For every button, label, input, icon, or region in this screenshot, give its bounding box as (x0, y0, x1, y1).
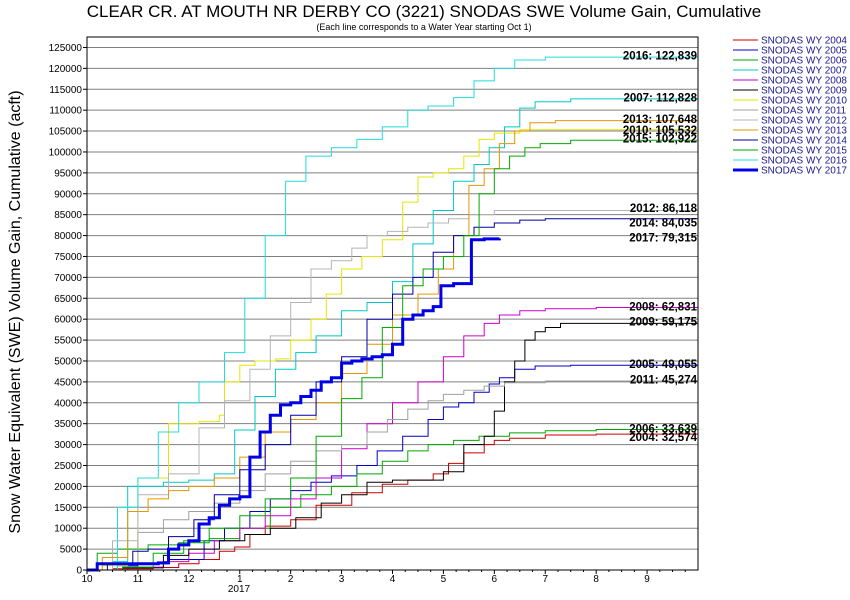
y-tick-label: 40000 (54, 398, 82, 409)
y-tick-label: 35000 (54, 419, 82, 430)
y-tick-label: 125000 (49, 43, 83, 54)
y-tick-label: 120000 (49, 64, 83, 75)
end-label: 2014: 84,035 (629, 218, 697, 230)
legend-entry: SNODAS WY 2006 (761, 56, 847, 67)
y-tick-label: 10000 (54, 524, 82, 535)
end-label: 2011: 45,274 (630, 375, 698, 387)
series-line-snodas-wy-2009 (87, 322, 699, 571)
y-tick-label: 45000 (54, 377, 82, 388)
y-tick-label: 100000 (49, 147, 83, 158)
end-label: 2008: 62,831 (629, 301, 697, 313)
y-tick-label: 95000 (54, 168, 82, 179)
x-tick-label: 9 (644, 574, 650, 585)
x-tick-label: 6 (492, 574, 498, 585)
end-label: 2012: 86,118 (630, 203, 698, 215)
end-label: 2006: 33,639 (629, 423, 697, 435)
legend-entry: SNODAS WY 2007 (761, 66, 847, 77)
x-year-label: 2017 (228, 584, 251, 595)
x-tick-label: 2 (288, 574, 294, 585)
end-label: 2010: 105,532 (623, 125, 697, 137)
y-axis-label: Snow Water Equivalent (SWE) Volume Gain,… (7, 90, 24, 533)
legend-entry: SNODAS WY 2005 (761, 46, 847, 57)
legend-entry: SNODAS WY 2013 (761, 126, 847, 137)
series-line-snodas-wy-2007 (87, 98, 699, 571)
end-label: 2007: 112,828 (623, 92, 697, 104)
series-line-snodas-wy-2011 (87, 380, 699, 571)
series-line-snodas-wy-2006 (87, 429, 699, 571)
y-tick-label: 105000 (49, 127, 83, 138)
series-line-snodas-wy-2013 (87, 120, 699, 571)
chart-subtitle: (Each line corresponds to a Water Year s… (316, 22, 531, 32)
y-tick-label: 90000 (54, 189, 82, 200)
y-tick-label: 20000 (54, 482, 82, 493)
end-label: 2013: 107,648 (623, 114, 698, 126)
y-tick-label: 60000 (54, 315, 82, 326)
x-tick-label: 10 (81, 574, 93, 585)
series-line-snodas-wy-2015 (87, 139, 699, 571)
y-tick-label: 115000 (49, 85, 82, 96)
series-line-snodas-wy-2017 (87, 237, 501, 572)
y-axis: 0 5000 10000 15000 20000 25000 30000 35000 40000… (49, 43, 87, 577)
y-tick-label: 70000 (54, 273, 82, 284)
x-axis: 10 11 12 1 2 3 4 5 6 7 8 9 (81, 570, 686, 585)
end-label: 2005: 49,055 (629, 359, 697, 371)
x-tick-label: 8 (593, 574, 599, 585)
y-tick-label: 75000 (54, 252, 82, 263)
series-line-snodas-wy-2008 (87, 307, 699, 571)
legend-entry: SNODAS WY 2010 (761, 96, 847, 107)
series-line-snodas-wy-2016 (87, 56, 699, 571)
legend-entry: SNODAS WY 2008 (761, 76, 847, 87)
x-tick-label: 1 (237, 574, 243, 585)
chart-title: CLEAR CR. AT MOUTH NR DERBY CO (3221) SN… (87, 2, 762, 21)
y-tick-label: 65000 (54, 294, 82, 305)
x-tick-label: 3 (339, 574, 345, 585)
y-tick-label: 85000 (54, 210, 82, 221)
series-line-snodas-wy-2005 (87, 364, 699, 571)
end-label: 2004: 32,574 (629, 432, 697, 444)
legend-entry: SNODAS WY 2015 (761, 146, 847, 157)
y-tick-label: 80000 (54, 231, 82, 242)
y-tick-label: 15000 (54, 503, 82, 514)
legend-entry: SNODAS WY 2012 (761, 116, 847, 127)
x-tick-label: 4 (390, 574, 396, 585)
x-tick-label: 7 (542, 574, 548, 585)
y-tick-label: 25000 (54, 461, 82, 472)
legend-entry: SNODAS WY 2014 (761, 136, 847, 147)
y-tick-label: 30000 (54, 440, 82, 451)
y-tick-label: 0 (76, 566, 82, 577)
series-layer (87, 56, 699, 572)
y-tick-label: 50000 (54, 356, 82, 367)
legend-entry: SNODAS WY 2017 (761, 166, 847, 177)
x-tick-label: 12 (183, 574, 195, 585)
series-line-snodas-wy-2012 (87, 210, 699, 571)
x-tick-label: 5 (441, 574, 447, 585)
legend-entry: SNODAS WY 2004 (761, 36, 847, 47)
series-line-snodas-wy-2004 (97, 433, 699, 571)
end-label: 2015: 102,922 (623, 134, 697, 146)
legend-entry: SNODAS WY 2009 (761, 86, 847, 97)
legend-entry: SNODAS WY 2011 (761, 106, 847, 117)
end-label: 2017: 79,315 (629, 232, 697, 244)
y-tick-label: 55000 (54, 336, 82, 347)
x-tick-label: 11 (133, 574, 144, 585)
y-tick-label: 110000 (49, 106, 82, 117)
legend-entry: SNODAS WY 2016 (761, 156, 847, 167)
end-label: 2016: 122,839 (623, 50, 697, 62)
end-label: 2009: 59,175 (629, 317, 697, 329)
y-tick-label: 5000 (60, 545, 83, 556)
